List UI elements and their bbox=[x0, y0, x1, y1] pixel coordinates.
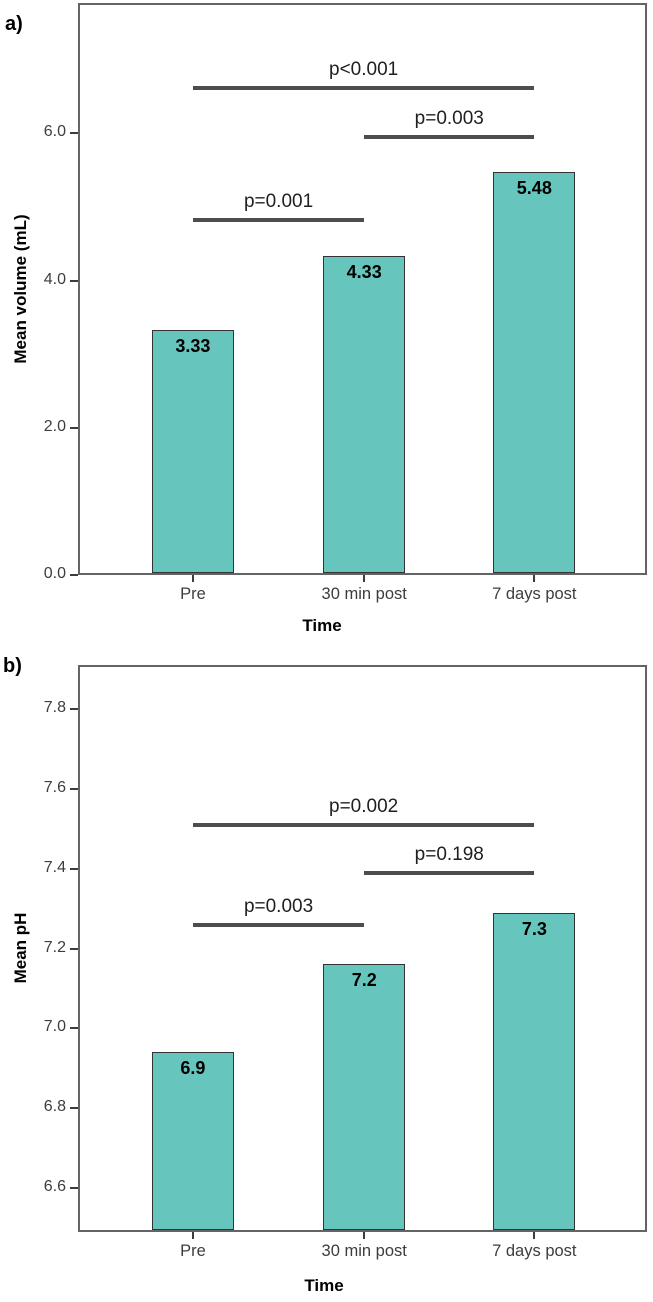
bar bbox=[151, 329, 234, 573]
x-category-label: Pre bbox=[180, 585, 206, 603]
y-tick-label: 0.0 bbox=[43, 565, 66, 582]
y-tick-label: 7.8 bbox=[43, 698, 66, 716]
y-tick-label: 7.4 bbox=[43, 858, 66, 876]
x-tick-mark bbox=[191, 575, 194, 582]
significance-bracket-line bbox=[192, 822, 535, 827]
x-tick-mark bbox=[533, 1232, 536, 1239]
x-tick-mark bbox=[533, 575, 536, 582]
x-category-label: 30 min post bbox=[321, 585, 407, 603]
x-axis-title-b: Time bbox=[304, 1276, 344, 1295]
y-tick-mark bbox=[70, 1107, 78, 1110]
y-tick-label: 2.0 bbox=[43, 417, 66, 435]
significance-bracket-line bbox=[192, 218, 365, 223]
y-tick-label: 6.8 bbox=[43, 1098, 66, 1116]
significance-bracket-label: p=0.198 bbox=[414, 843, 484, 865]
significance-bracket-label: p=0.002 bbox=[329, 795, 399, 817]
significance-bracket-line bbox=[192, 86, 535, 91]
y-tick-label: 7.6 bbox=[43, 778, 66, 796]
x-category-label: 30 min post bbox=[321, 1242, 407, 1260]
y-tick-label: 6.0 bbox=[43, 123, 66, 141]
significance-bracket-line bbox=[364, 870, 535, 875]
y-tick-mark bbox=[70, 947, 78, 950]
significance-bracket-label: p=0.003 bbox=[414, 107, 484, 129]
y-tick-mark bbox=[70, 279, 78, 282]
y-tick-mark bbox=[70, 787, 78, 790]
x-tick-mark bbox=[363, 575, 366, 582]
bar-value-label: 7.3 bbox=[521, 918, 547, 939]
y-tick-label: 6.6 bbox=[43, 1178, 66, 1196]
significance-bracket-line bbox=[364, 134, 535, 139]
y-tick-mark bbox=[70, 132, 78, 135]
bar bbox=[323, 964, 406, 1230]
bar-value-label: 6.9 bbox=[180, 1058, 206, 1079]
significance-bracket-label: p<0.001 bbox=[329, 59, 399, 81]
x-category-label: 7 days post bbox=[492, 585, 577, 603]
significance-bracket-label: p=0.001 bbox=[243, 191, 314, 213]
bar bbox=[493, 171, 576, 573]
y-tick-mark bbox=[70, 1187, 78, 1190]
bar-value-label: 4.33 bbox=[346, 262, 382, 283]
significance-bracket-line bbox=[192, 922, 365, 927]
y-tick-mark bbox=[70, 867, 78, 870]
bar bbox=[493, 912, 576, 1230]
y-tick-mark bbox=[70, 707, 78, 710]
y-tick-mark bbox=[70, 574, 78, 576]
bar-value-label: 3.33 bbox=[175, 335, 211, 356]
x-axis-title-a: Time bbox=[302, 616, 342, 635]
bar bbox=[323, 256, 406, 573]
y-tick-label: 4.0 bbox=[43, 270, 66, 288]
x-tick-mark bbox=[191, 1232, 194, 1239]
y-tick-mark bbox=[70, 1027, 78, 1030]
panel-label-a: a) bbox=[5, 13, 23, 35]
bar bbox=[151, 1052, 234, 1230]
bar-value-label: 5.48 bbox=[516, 177, 552, 198]
panel-label-b: b) bbox=[3, 655, 22, 677]
y-tick-label: 7.0 bbox=[43, 1018, 66, 1036]
y-tick-mark bbox=[70, 426, 78, 429]
significance-bracket-label: p=0.003 bbox=[243, 895, 314, 917]
x-category-label: 7 days post bbox=[492, 1242, 577, 1260]
x-tick-mark bbox=[363, 1232, 366, 1239]
x-category-label: Pre bbox=[180, 1242, 206, 1260]
bar-value-label: 7.2 bbox=[351, 970, 377, 991]
y-tick-label: 7.2 bbox=[43, 938, 66, 956]
